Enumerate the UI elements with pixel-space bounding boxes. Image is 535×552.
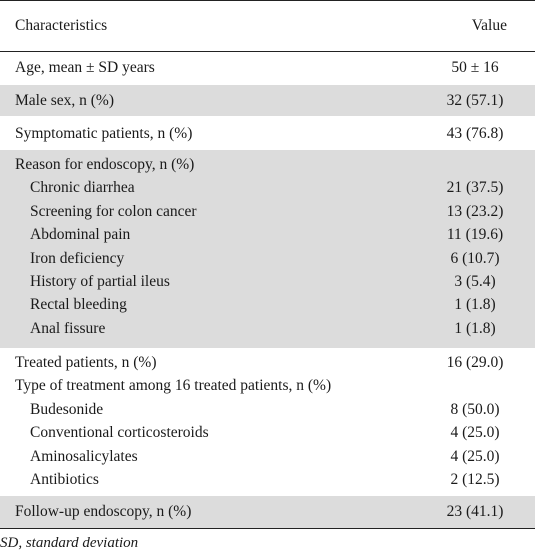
- table-row: Reason for endoscopy, n (%): [0, 153, 535, 176]
- row-value: 1 (1.8): [454, 296, 496, 314]
- row-value: 23 (41.1): [446, 503, 504, 520]
- row-value: 21 (37.5): [446, 179, 504, 197]
- table-row: Screening for colon cancer 13 (23.2): [0, 200, 535, 223]
- row-label: Treated patients, n (%): [15, 354, 157, 371]
- row-value: 50 ± 16: [451, 59, 499, 76]
- row-label: Follow-up endoscopy, n (%): [15, 503, 192, 520]
- table-row: Iron deficiency 6 (10.7): [0, 247, 535, 270]
- table-row: Budesonide 8 (50.0): [0, 398, 535, 421]
- row-value: 13 (23.2): [446, 202, 504, 220]
- row-label: Screening for colon cancer: [30, 202, 197, 220]
- row-label: Aminosalicylates: [30, 447, 138, 465]
- group-follow-up: Follow-up endoscopy, n (%) 23 (41.1): [0, 496, 535, 529]
- row-value: 6 (10.7): [450, 249, 500, 267]
- group-treatment: Treated patients, n (%) 16 (29.0) Type o…: [0, 349, 535, 496]
- table-row: Conventional corticosteroids 4 (25.0): [0, 421, 535, 444]
- row-value: 4 (25.0): [450, 447, 500, 465]
- row-label: Abdominal pain: [30, 226, 131, 244]
- table-row: Type of treatment among 16 treated patie…: [0, 374, 535, 397]
- row-value: 2 (12.5): [450, 470, 500, 488]
- header-value: Value: [471, 17, 507, 34]
- row-value: 4 (25.0): [450, 424, 500, 442]
- table-row: Follow-up endoscopy, n (%) 23 (41.1): [0, 500, 535, 523]
- header-characteristics: Characteristics: [15, 17, 108, 34]
- row-value: 8 (50.0): [450, 400, 500, 418]
- row-label: Type of treatment among 16 treated patie…: [15, 377, 332, 395]
- row-label: Symptomatic patients, n (%): [15, 125, 193, 142]
- group-age: Age, mean ± SD years 50 ± 16: [0, 52, 535, 85]
- table-row: Age, mean ± SD years 50 ± 16: [0, 56, 535, 79]
- table-row: Male sex, n (%) 32 (57.1): [0, 89, 535, 112]
- row-label: Conventional corticosteroids: [30, 424, 209, 442]
- table-row: Aminosalicylates 4 (25.0): [0, 445, 535, 468]
- group-symptomatic: Symptomatic patients, n (%) 43 (76.8): [0, 117, 535, 150]
- table-row: Abdominal pain 11 (19.6): [0, 223, 535, 246]
- row-label: Reason for endoscopy, n (%): [15, 156, 195, 173]
- row-value: 1 (1.8): [454, 319, 496, 337]
- row-label: Chronic diarrhea: [30, 179, 135, 197]
- row-label: Anal fissure: [30, 319, 106, 337]
- row-value: 3 (5.4): [454, 272, 496, 290]
- row-value: 16 (29.0): [446, 354, 504, 371]
- characteristics-table: Characteristics Value Age, mean ± SD yea…: [0, 0, 535, 529]
- table-footnote: SD, standard deviation: [0, 535, 139, 551]
- row-label: History of partial ileus: [30, 272, 170, 290]
- group-male-sex: Male sex, n (%) 32 (57.1): [0, 85, 535, 117]
- table-row: Anal fissure 1 (1.8): [0, 317, 535, 340]
- row-value: 43 (76.8): [446, 125, 504, 142]
- row-label: Antibiotics: [30, 470, 99, 488]
- table-row: Antibiotics 2 (12.5): [0, 468, 535, 491]
- row-label: Budesonide: [30, 400, 104, 418]
- row-value: 32 (57.1): [446, 92, 504, 109]
- row-label: Male sex, n (%): [15, 92, 114, 109]
- table-header: Characteristics Value: [0, 0, 535, 52]
- row-label: Rectal bleeding: [30, 296, 127, 314]
- table-row: Rectal bleeding 1 (1.8): [0, 293, 535, 316]
- row-value: 11 (19.6): [446, 226, 504, 244]
- table-row: Chronic diarrhea 21 (37.5): [0, 176, 535, 199]
- row-label: Iron deficiency: [30, 249, 125, 267]
- table-row: History of partial ileus 3 (5.4): [0, 270, 535, 293]
- table-row: Symptomatic patients, n (%) 43 (76.8): [0, 122, 535, 145]
- group-reason-for-endoscopy: Reason for endoscopy, n (%) Chronic diar…: [0, 150, 535, 349]
- table-row: Treated patients, n (%) 16 (29.0): [0, 351, 535, 374]
- row-label: Age, mean ± SD years: [15, 59, 155, 76]
